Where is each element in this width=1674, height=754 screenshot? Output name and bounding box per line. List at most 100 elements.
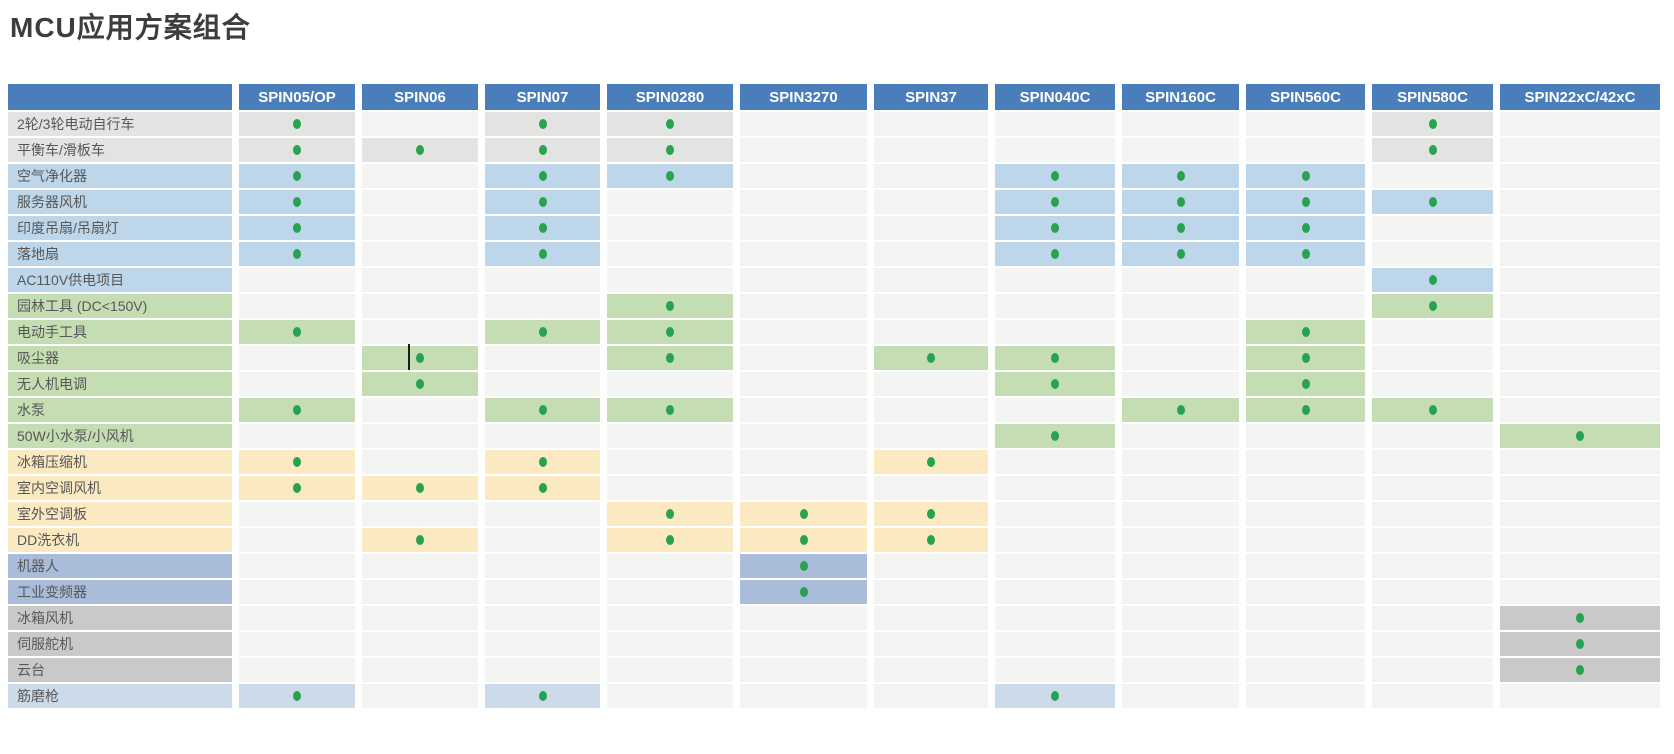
matrix-cell [995,164,1115,188]
matrix-cell [1372,294,1493,318]
dot-icon [666,535,674,545]
matrix-cell [362,112,478,136]
matrix-cell [1372,684,1493,708]
dot-icon [666,119,674,129]
dot-icon [666,405,674,415]
header-cell: SPIN3270 [740,84,867,110]
text-cursor-artifact [408,344,410,370]
matrix-cell [607,606,733,630]
matrix-cell [1246,294,1365,318]
row-label: 冰箱压缩机 [8,450,232,474]
dot-icon [416,379,424,389]
matrix-cell [995,684,1115,708]
matrix-cell [239,684,355,708]
matrix-cell [995,112,1115,136]
row-label: 印度吊扇/吊扇灯 [8,216,232,240]
matrix-cell [1246,216,1365,240]
matrix-cell [1246,164,1365,188]
matrix-cell [874,398,988,422]
matrix-cell [1122,320,1239,344]
matrix-cell [1500,684,1660,708]
matrix-cell [362,658,478,682]
dot-icon [1301,223,1310,233]
dot-icon [538,457,547,467]
header-cell: SPIN06 [362,84,478,110]
matrix-cell [362,476,478,500]
matrix-cell [1372,242,1493,266]
matrix-cell [874,476,988,500]
dot-icon [416,535,424,545]
matrix-cell [995,502,1115,526]
matrix-cell [1372,502,1493,526]
matrix-cell [874,684,988,708]
dot-icon [293,145,301,155]
matrix-cell [1122,606,1239,630]
matrix-cell [1372,190,1493,214]
matrix-cell [362,424,478,448]
header-cell: SPIN560C [1246,84,1365,110]
dot-icon [1428,301,1437,311]
matrix-cell [485,606,600,630]
matrix-cell [1122,164,1239,188]
matrix-cell [874,606,988,630]
row-label: 落地扇 [8,242,232,266]
header-cell: SPIN22xC/42xC [1500,84,1660,110]
matrix-cell [1500,502,1660,526]
matrix-cell [995,398,1115,422]
dot-icon [1576,613,1584,623]
matrix-cell [874,190,988,214]
matrix-cell [995,346,1115,370]
matrix-cell [607,164,733,188]
row-label: 电动手工具 [8,320,232,344]
matrix-cell [607,346,733,370]
matrix-cell [362,372,478,396]
matrix-cell [1246,476,1365,500]
matrix-cell [995,606,1115,630]
matrix-cell [1500,268,1660,292]
matrix-cell [1372,346,1493,370]
row-label: 伺服舵机 [8,632,232,656]
matrix-cell [239,164,355,188]
matrix-cell [995,528,1115,552]
header-cell: SPIN580C [1372,84,1493,110]
matrix-cell [874,502,988,526]
matrix-cell [874,554,988,578]
matrix-cell [874,658,988,682]
matrix-cell [1246,372,1365,396]
matrix-cell [1122,216,1239,240]
dot-icon [1051,197,1059,207]
header-corner-cell [8,84,232,110]
matrix-cell [607,554,733,578]
matrix-cell [239,190,355,214]
matrix-cell [874,216,988,240]
matrix-cell [485,684,600,708]
matrix-cell [995,424,1115,448]
dot-icon [538,327,547,337]
dot-icon [1051,171,1059,181]
matrix-cell [362,138,478,162]
matrix-cell [1246,320,1365,344]
matrix-cell [1500,164,1660,188]
matrix-cell [740,138,867,162]
matrix-cell [1372,268,1493,292]
matrix-cell [874,294,988,318]
matrix-cell [362,398,478,422]
matrix-cell [485,398,600,422]
matrix-cell [239,658,355,682]
matrix-cell [362,684,478,708]
matrix-cell [239,138,355,162]
matrix-cell [485,476,600,500]
slide-page: MCU应用方案组合 SPIN05/OP SPIN06 SPIN07 SPIN0280 S… [0,6,1674,754]
matrix-cell [485,580,600,604]
matrix-cell [362,450,478,474]
matrix-cell [740,476,867,500]
matrix-cell [1246,658,1365,682]
matrix-cell [740,372,867,396]
dot-icon [538,405,547,415]
dot-icon [927,509,935,519]
matrix-cell [1372,580,1493,604]
matrix-cell [1122,684,1239,708]
row-label: DD洗衣机 [8,528,232,552]
row-label: 水泵 [8,398,232,422]
dot-icon [1576,431,1584,441]
